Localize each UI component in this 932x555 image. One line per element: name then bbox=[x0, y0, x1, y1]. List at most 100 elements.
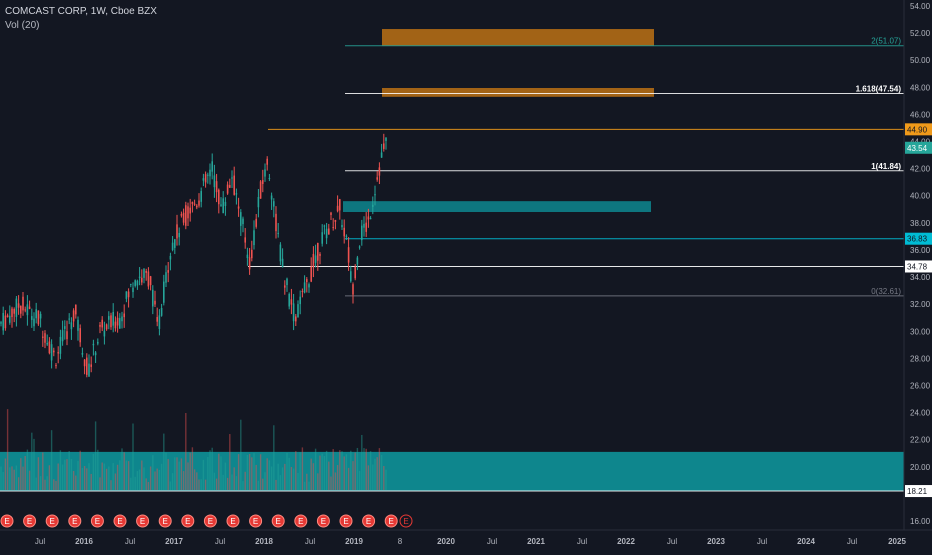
candle-body bbox=[50, 344, 53, 361]
earnings-marker-label: E bbox=[366, 517, 371, 526]
candle-body bbox=[226, 184, 229, 194]
candle-body bbox=[125, 291, 128, 299]
earnings-marker-icon[interactable] bbox=[294, 514, 308, 528]
candle-body bbox=[297, 304, 299, 318]
candle-body bbox=[198, 200, 200, 206]
candle-body bbox=[28, 306, 31, 309]
volume-bar bbox=[306, 473, 308, 490]
earnings-marker-icon[interactable] bbox=[203, 514, 217, 528]
volume-indicator-label[interactable]: Vol (20) bbox=[5, 20, 40, 31]
volume-bar bbox=[9, 467, 11, 490]
earnings-marker-icon[interactable] bbox=[226, 514, 240, 528]
earnings-marker-icon[interactable] bbox=[271, 514, 285, 528]
earnings-marker-icon[interactable] bbox=[362, 514, 376, 528]
volume-bar bbox=[145, 478, 147, 490]
candle-body bbox=[372, 204, 374, 207]
earnings-marker-icon[interactable] bbox=[384, 514, 398, 528]
symbol-title[interactable]: COMCAST CORP, 1W, Cboe BZX bbox=[5, 6, 157, 17]
earnings-marker-icon[interactable] bbox=[45, 514, 59, 528]
earnings-marker-icon[interactable] bbox=[181, 514, 195, 528]
candle-body bbox=[108, 316, 110, 320]
volume-bar bbox=[26, 449, 29, 490]
candle-body bbox=[68, 318, 70, 320]
candle-body bbox=[116, 317, 119, 326]
candle-body bbox=[11, 308, 13, 318]
candle-body bbox=[160, 308, 163, 316]
volume-bar bbox=[358, 471, 361, 490]
candle-body bbox=[20, 305, 22, 314]
candle-body bbox=[123, 313, 125, 318]
candle-body bbox=[312, 253, 315, 268]
volume-bar bbox=[90, 473, 92, 490]
candle-body bbox=[264, 169, 266, 177]
candle-body bbox=[26, 304, 29, 316]
volume-bar bbox=[341, 451, 343, 490]
candle-body bbox=[112, 311, 114, 326]
volume-bar bbox=[248, 454, 251, 490]
volume-bar bbox=[323, 456, 326, 490]
volume-bar bbox=[218, 453, 220, 490]
candle-body bbox=[37, 310, 40, 325]
candle-body bbox=[59, 336, 62, 354]
price-tick-label: 28.00 bbox=[910, 354, 931, 363]
candle-body bbox=[189, 207, 191, 214]
candle-body bbox=[191, 201, 194, 204]
price-tick-label: 16.00 bbox=[910, 517, 931, 526]
earnings-marker-icon[interactable] bbox=[249, 514, 263, 528]
earnings-marker-label: E bbox=[140, 517, 145, 526]
candle-body bbox=[167, 270, 169, 273]
earnings-marker-icon[interactable] bbox=[316, 514, 330, 528]
volume-ma-band bbox=[0, 451, 904, 492]
candle-body bbox=[233, 175, 235, 195]
earnings-marker-icon[interactable] bbox=[136, 514, 150, 528]
earnings-marker-label: E bbox=[389, 517, 394, 526]
candle-body bbox=[257, 196, 260, 208]
fib-level-label: 1.618(47.54) bbox=[856, 85, 902, 94]
candle-body bbox=[136, 280, 139, 286]
candle-body bbox=[13, 309, 15, 314]
volume-bar bbox=[367, 465, 370, 490]
teal-zone[interactable] bbox=[343, 201, 651, 212]
volume-bar bbox=[242, 481, 244, 490]
volume-bar bbox=[103, 463, 106, 490]
candle-body bbox=[99, 324, 101, 327]
orange-zone-top[interactable] bbox=[382, 29, 654, 46]
volume-bar bbox=[169, 481, 172, 490]
earnings-marker-icon[interactable] bbox=[339, 514, 353, 528]
price-tick-label: 20.00 bbox=[910, 463, 931, 472]
volume-bar bbox=[204, 479, 207, 490]
candle-body bbox=[187, 206, 189, 219]
price-badge bbox=[905, 123, 932, 136]
volume-bar bbox=[141, 460, 143, 490]
volume-bar bbox=[15, 465, 18, 490]
candle-body bbox=[369, 218, 372, 220]
volume-bar bbox=[97, 449, 99, 490]
volume-bar bbox=[275, 479, 277, 490]
volume-bar bbox=[372, 464, 374, 490]
earnings-marker-icon[interactable] bbox=[0, 514, 14, 528]
volume-bar bbox=[35, 477, 37, 490]
earnings-marker-icon[interactable] bbox=[68, 514, 82, 528]
upcoming-earnings-icon[interactable] bbox=[399, 514, 413, 528]
price-tick-label: 52.00 bbox=[910, 29, 931, 38]
earnings-marker-icon[interactable] bbox=[158, 514, 172, 528]
earnings-marker-icon[interactable] bbox=[113, 514, 127, 528]
volume-bar bbox=[39, 476, 42, 490]
earnings-marker-icon[interactable] bbox=[23, 514, 37, 528]
earnings-marker-label: E bbox=[276, 517, 281, 526]
candle-body bbox=[141, 277, 143, 283]
earnings-marker-icon[interactable] bbox=[90, 514, 104, 528]
orange-zone-mid[interactable] bbox=[382, 87, 654, 97]
volume-bar bbox=[312, 463, 315, 490]
volume-bar bbox=[308, 481, 310, 490]
candle-body bbox=[251, 249, 253, 259]
candle-body bbox=[266, 158, 268, 165]
volume-bar bbox=[138, 469, 141, 490]
volume-bar bbox=[99, 477, 101, 490]
volume-bar bbox=[86, 468, 88, 490]
candle-body bbox=[215, 181, 218, 193]
volume-bar bbox=[301, 447, 304, 490]
candle-body bbox=[361, 225, 363, 241]
